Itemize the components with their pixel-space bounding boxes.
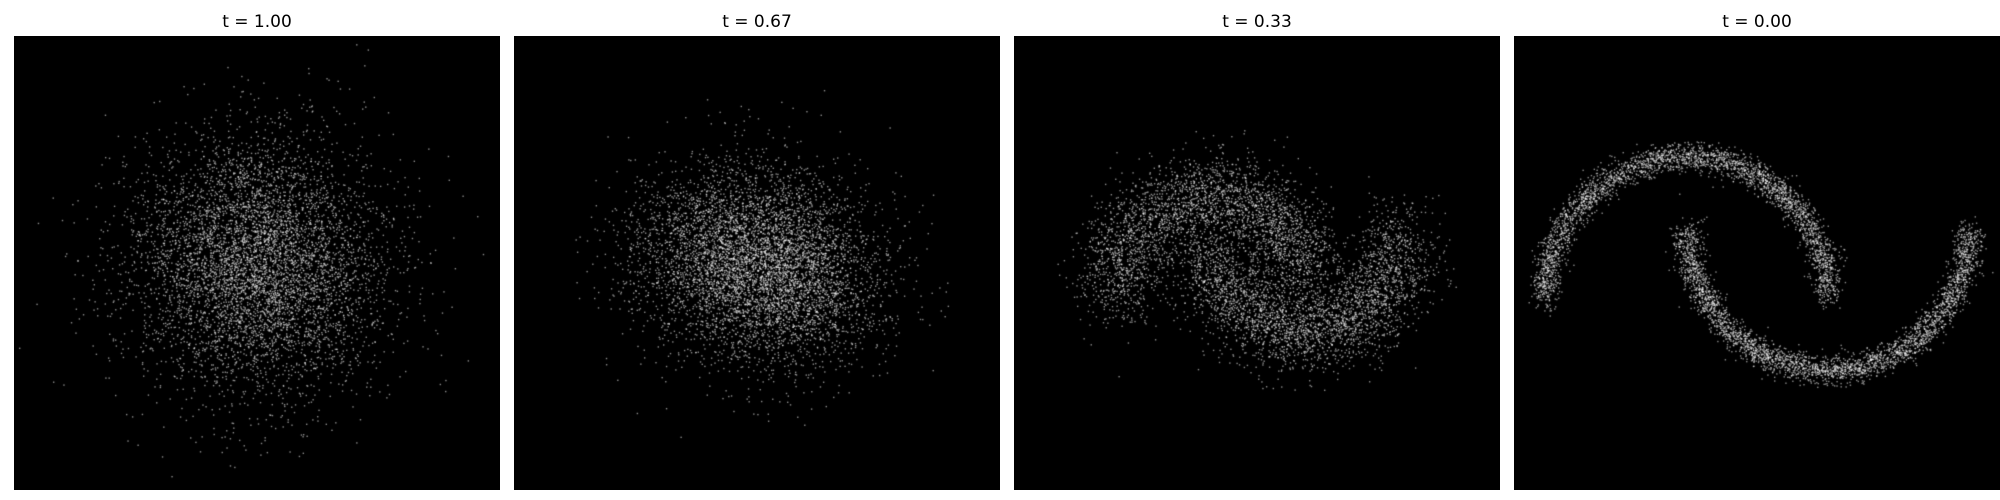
- scatter-panel-t033: [1014, 36, 1500, 490]
- scatter-panel-t100: [14, 36, 500, 490]
- scatter-panel-t000: [1514, 36, 2000, 490]
- panel-title-t100: t = 1.00: [222, 12, 292, 32]
- scatter-plot-t000: [1514, 36, 2000, 490]
- scatter-panel-t067: [514, 36, 1000, 490]
- panel-title-t033: t = 0.33: [1222, 12, 1292, 32]
- panel-title-t067: t = 0.67: [722, 12, 792, 32]
- scatter-plot-t067: [514, 36, 1000, 490]
- scatter-plot-t033: [1014, 36, 1500, 490]
- panel-title-t000: t = 0.00: [1722, 12, 1792, 32]
- scatter-plot-t100: [14, 36, 500, 490]
